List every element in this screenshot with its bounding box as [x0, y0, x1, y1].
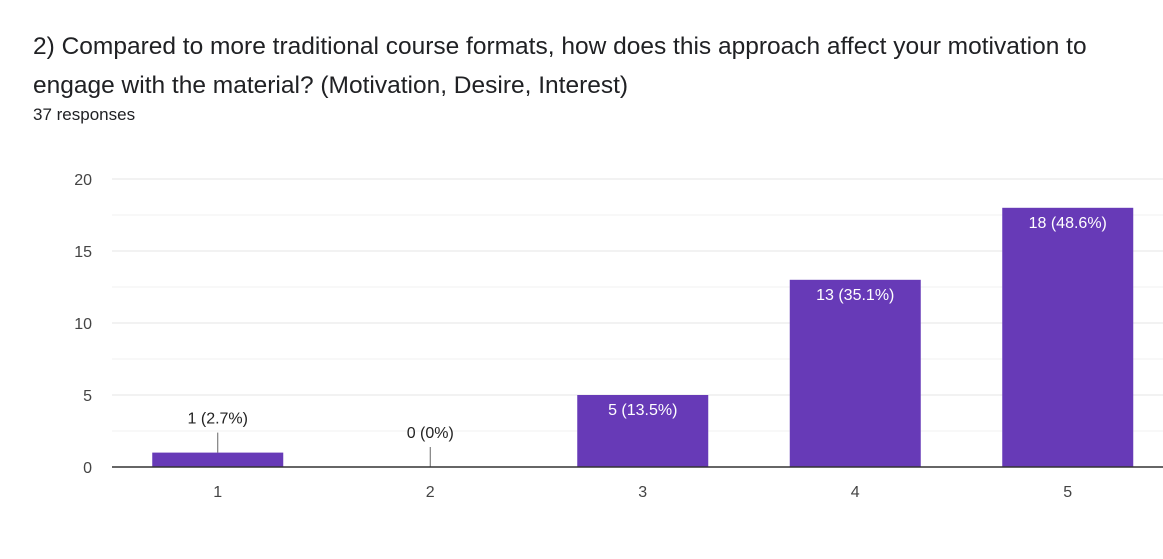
bar	[789, 279, 921, 467]
bar	[1002, 207, 1134, 468]
y-tick-label: 0	[83, 460, 92, 477]
y-tick-label: 20	[74, 172, 92, 189]
y-axis-ticks: 0 5 10 15 20	[74, 172, 92, 477]
data-label: 18 (48.6%)	[1029, 215, 1107, 232]
x-tick-label: 1	[213, 484, 222, 501]
data-label: 0 (0%)	[407, 425, 454, 442]
x-tick-label: 2	[426, 484, 435, 501]
question-title: 2) Compared to more traditional course f…	[33, 33, 1087, 99]
data-label: 1 (2.7%)	[188, 411, 248, 428]
y-tick-label: 15	[74, 244, 92, 261]
bar	[152, 452, 284, 467]
x-axis-ticks: 1 2 3 4 5	[213, 484, 1072, 501]
x-tick-label: 3	[638, 484, 647, 501]
data-label: 5 (13.5%)	[608, 402, 677, 419]
bar	[577, 395, 709, 467]
x-tick-label: 4	[851, 484, 860, 501]
y-tick-label: 10	[74, 316, 92, 333]
x-tick-label: 5	[1063, 484, 1072, 501]
y-tick-label: 5	[83, 388, 92, 405]
bars: 1 (2.7%) 0 (0%) 5 (13.5%) 13 (35.1%) 18 (48.…	[152, 207, 1134, 468]
data-label: 13 (35.1%)	[816, 287, 894, 304]
grid-lines	[112, 178, 1163, 432]
response-count: 37 responses	[33, 105, 136, 124]
